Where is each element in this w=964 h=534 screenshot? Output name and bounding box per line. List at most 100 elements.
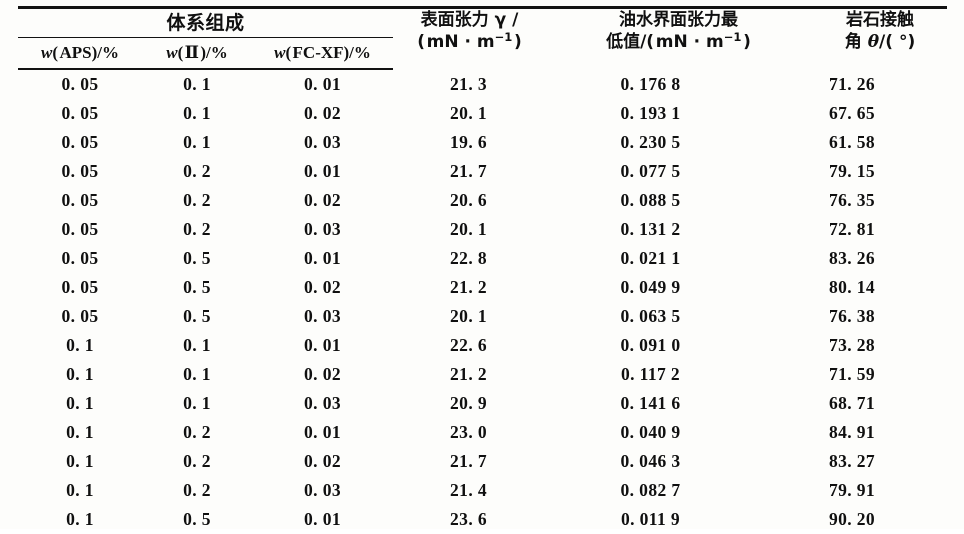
cell-w-fcxf: 0. 02 bbox=[304, 277, 341, 297]
cell-ift: 0. 193 1 bbox=[620, 103, 681, 123]
table-row: 0. 1 0. 1 0. 03 20. 9 0. 141 6 68. 71 bbox=[18, 389, 947, 418]
header-col-contact-angle: 岩石接触 角 θ/( °) bbox=[785, 10, 964, 54]
table-header: 体系组成 w( APS)/% w( Ⅱ )/% w( FC-XF)/% bbox=[18, 6, 948, 70]
header-group-row: 体系组成 bbox=[18, 6, 948, 69]
cell-theta: 79. 15 bbox=[828, 161, 876, 181]
cell-w-ii: 0. 5 bbox=[183, 248, 211, 268]
cell-w-aps: 0. 05 bbox=[61, 248, 99, 268]
cell-w-fcxf: 0. 03 bbox=[304, 306, 341, 326]
cell-theta: 90. 20 bbox=[828, 509, 876, 529]
cell-w-fcxf: 0. 02 bbox=[304, 103, 341, 123]
cell-gamma: 19. 6 bbox=[450, 132, 488, 152]
header-ift-line2: 低值/( mN · m−1 ) bbox=[606, 29, 751, 52]
cell-gamma: 22. 8 bbox=[450, 248, 488, 268]
table-row: 0. 1 0. 5 0. 01 23. 6 0. 011 9 90. 20 bbox=[18, 505, 947, 534]
cell-gamma: 20. 6 bbox=[450, 190, 488, 210]
cell-ift: 0. 091 0 bbox=[620, 335, 681, 355]
cell-w-ii: 0. 5 bbox=[183, 277, 211, 297]
cell-theta: 73. 28 bbox=[828, 335, 876, 355]
header-ift-line1: 油水界面张力最 bbox=[619, 10, 738, 30]
cell-w-ii: 0. 2 bbox=[183, 422, 211, 442]
cell-w-aps: 0. 1 bbox=[66, 422, 94, 442]
cell-theta: 84. 91 bbox=[828, 422, 876, 442]
cell-w-aps: 0. 1 bbox=[66, 364, 94, 384]
table-row: 0. 05 0. 5 0. 03 20. 1 0. 063 5 76. 38 bbox=[18, 302, 947, 331]
header-sub-row: w( APS)/% w( Ⅱ )/% w( FC-XF)/% bbox=[18, 37, 947, 70]
cell-w-fcxf: 0. 03 bbox=[304, 219, 341, 239]
table-row: 0. 05 0. 1 0. 03 19. 6 0. 230 5 61. 58 bbox=[18, 128, 947, 157]
header-col-surface-tension: 表面张力 γ / ( mN · m−1 ) bbox=[394, 10, 545, 54]
cell-w-ii: 0. 2 bbox=[183, 219, 211, 239]
header-col-w-ii: w( Ⅱ )/% bbox=[142, 37, 252, 70]
cell-w-fcxf: 0. 01 bbox=[304, 248, 341, 268]
table-row: 0. 05 0. 5 0. 02 21. 2 0. 049 9 80. 14 bbox=[18, 273, 947, 302]
cell-w-fcxf: 0. 02 bbox=[304, 364, 341, 384]
table-body: 0. 05 0. 1 0. 01 21. 3 0. 176 8 71. 26 0… bbox=[18, 69, 947, 534]
cell-w-aps: 0. 05 bbox=[61, 74, 99, 94]
cell-ift: 0. 141 6 bbox=[620, 393, 681, 413]
cell-w-fcxf: 0. 01 bbox=[304, 161, 341, 181]
header-spacer-ift bbox=[544, 6, 758, 69]
cell-theta: 83. 27 bbox=[828, 451, 876, 471]
header-contact-angle-line2: 角 θ/( °) bbox=[844, 31, 916, 52]
table-row: 0. 05 0. 2 0. 03 20. 1 0. 131 2 72. 81 bbox=[18, 215, 947, 244]
cell-gamma: 22. 6 bbox=[450, 335, 488, 355]
cell-w-aps: 0. 1 bbox=[66, 393, 94, 413]
header-col-w-fcxf: w( FC-XF)/% bbox=[252, 37, 394, 70]
table-row: 0. 05 0. 5 0. 01 22. 8 0. 021 1 83. 26 bbox=[18, 244, 947, 273]
table-row: 0. 05 0. 2 0. 01 21. 7 0. 077 5 79. 15 bbox=[18, 157, 947, 186]
cell-gamma: 23. 0 bbox=[450, 422, 488, 442]
header-col-oil-water-ift: 油水界面张力最 低值/( mN · m−1 ) bbox=[572, 10, 785, 54]
cell-w-ii: 0. 2 bbox=[183, 190, 211, 210]
cell-w-ii: 0. 2 bbox=[183, 480, 211, 500]
cell-theta: 79. 91 bbox=[828, 480, 876, 500]
cell-ift: 0. 131 2 bbox=[620, 219, 681, 239]
cell-theta: 71. 26 bbox=[828, 73, 876, 94]
cell-gamma: 21. 3 bbox=[450, 73, 488, 94]
cell-w-aps: 0. 05 bbox=[61, 132, 99, 152]
cell-w-ii: 0. 1 bbox=[183, 74, 211, 94]
header-contact-angle-line1: 岩石接触 bbox=[846, 10, 914, 30]
cell-theta: 72. 81 bbox=[828, 219, 876, 239]
table-row: 0. 1 0. 2 0. 01 23. 0 0. 040 9 84. 91 bbox=[18, 418, 947, 447]
cell-w-ii: 0. 1 bbox=[183, 132, 211, 152]
cell-theta: 76. 35 bbox=[828, 190, 876, 210]
cell-w-fcxf: 0. 03 bbox=[304, 480, 341, 500]
cell-w-fcxf: 0. 01 bbox=[304, 509, 341, 529]
cell-ift: 0. 176 8 bbox=[620, 73, 681, 94]
cell-gamma: 20. 1 bbox=[450, 103, 488, 123]
table-row: 0. 05 0. 2 0. 02 20. 6 0. 088 5 76. 35 bbox=[18, 186, 947, 215]
cell-gamma: 21. 2 bbox=[450, 364, 488, 384]
header-spacer-theta bbox=[757, 6, 948, 69]
cell-gamma: 20. 9 bbox=[450, 393, 488, 413]
header-surface-tension-line2: ( mN · m−1 ) bbox=[417, 29, 522, 52]
cell-w-ii: 0. 1 bbox=[183, 393, 211, 413]
cell-gamma: 23. 6 bbox=[450, 509, 488, 529]
cell-w-ii: 0. 1 bbox=[183, 335, 211, 355]
cell-ift: 0. 077 5 bbox=[620, 161, 681, 181]
table-row: 0. 05 0. 1 0. 01 21. 3 0. 176 8 71. 26 bbox=[18, 69, 947, 99]
cell-ift: 0. 063 5 bbox=[620, 306, 681, 326]
cell-ift: 0. 040 9 bbox=[620, 422, 681, 442]
header-spacer-gamma bbox=[393, 6, 545, 69]
cell-gamma: 21. 7 bbox=[450, 161, 488, 181]
cell-gamma: 21. 2 bbox=[450, 277, 488, 297]
table-row: 0. 1 0. 2 0. 03 21. 4 0. 082 7 79. 91 bbox=[18, 476, 947, 505]
cell-gamma: 21. 4 bbox=[450, 480, 488, 500]
cell-ift: 0. 082 7 bbox=[620, 480, 681, 500]
cell-gamma: 21. 7 bbox=[450, 451, 488, 471]
cell-w-fcxf: 0. 01 bbox=[304, 422, 341, 442]
cell-w-aps: 0. 1 bbox=[66, 451, 94, 471]
cell-w-aps: 0. 05 bbox=[61, 190, 99, 210]
cell-w-aps: 0. 1 bbox=[66, 509, 94, 529]
cell-w-fcxf: 0. 03 bbox=[304, 132, 341, 152]
cell-w-fcxf: 0. 01 bbox=[304, 335, 341, 355]
header-group-system-composition: 体系组成 bbox=[18, 6, 394, 38]
cell-gamma: 20. 1 bbox=[450, 306, 488, 326]
cell-w-ii: 0. 5 bbox=[183, 509, 211, 529]
cell-w-aps: 0. 1 bbox=[66, 335, 94, 355]
cell-w-aps: 0. 05 bbox=[61, 103, 99, 123]
cell-theta: 68. 71 bbox=[828, 393, 876, 413]
cell-theta: 71. 59 bbox=[828, 364, 876, 384]
